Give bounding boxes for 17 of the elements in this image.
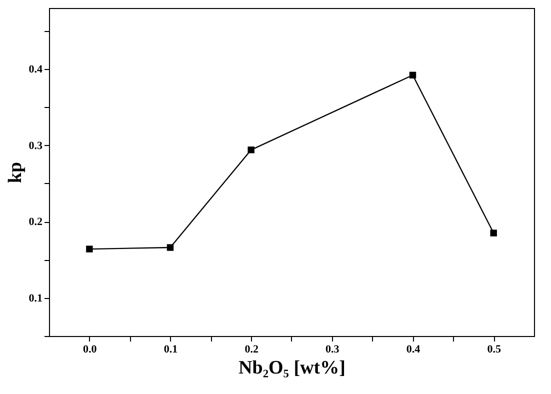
y-tick-label: 0.2 [28,216,43,228]
point [490,230,497,236]
y-tick-label: 0.1 [28,292,42,304]
x-tick-label: 0.3 [326,344,340,356]
y-axis-title: kp [4,162,26,184]
y-tick-label: 0.3 [28,140,43,152]
x-tick-label: 0.4 [406,344,421,356]
x-tick-label: 0.2 [244,344,259,356]
point [86,246,93,252]
y-tick-label: 0.4 [28,64,43,76]
x-axis-title: Nb₂O₅ [wt%] [238,358,346,378]
point [409,72,416,78]
point [166,244,174,251]
x-tick-label: 0.1 [164,344,178,356]
point [248,146,254,154]
x-tick-label: 0.5 [487,344,502,356]
x-tick-label: 0.0 [83,344,98,356]
